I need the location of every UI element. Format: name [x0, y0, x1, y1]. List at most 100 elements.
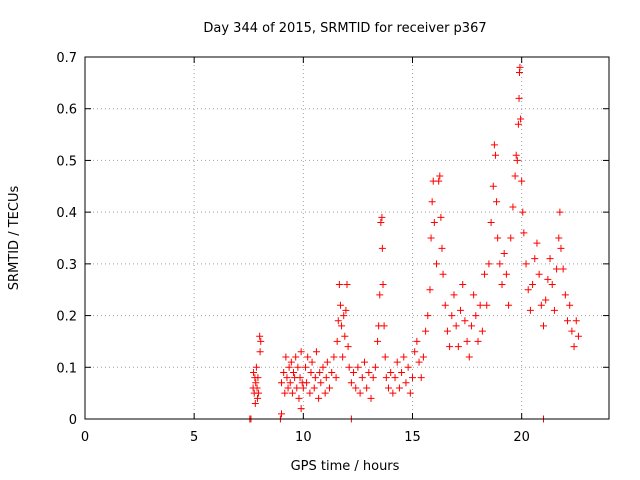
data-point [334, 317, 342, 325]
data-point [315, 394, 323, 402]
data-point [544, 275, 552, 283]
data-point [555, 234, 563, 242]
data-point [568, 327, 576, 335]
data-point [352, 384, 360, 392]
data-point [524, 286, 532, 294]
y-axis-title: SRMTID / TECUs [7, 186, 22, 291]
data-point [299, 384, 307, 392]
data-point [252, 363, 260, 371]
data-point [323, 358, 331, 366]
data-point [382, 374, 390, 382]
data-point [378, 213, 386, 221]
data-point [467, 322, 475, 330]
data-point [251, 399, 259, 407]
data-point [502, 270, 510, 278]
plot-frame [84, 56, 610, 420]
data-point [402, 379, 410, 387]
data-point [328, 368, 336, 376]
data-point [537, 301, 545, 309]
y-tick-label: 0.5 [56, 154, 77, 169]
data-point [507, 234, 515, 242]
data-point [483, 301, 491, 309]
data-point [487, 218, 495, 226]
data-point [476, 301, 484, 309]
data-point [363, 384, 371, 392]
data-point [448, 312, 456, 320]
data-point [340, 312, 348, 320]
data-point [339, 353, 347, 361]
data-point [515, 94, 523, 102]
y-tick-label: 0.7 [56, 51, 77, 66]
data-point [478, 327, 486, 335]
data-point [512, 151, 520, 159]
data-point [518, 177, 526, 185]
data-point [341, 332, 349, 340]
data-point [500, 250, 508, 258]
axis-ticks: 0 5 10 15 20 0 0.1 0.2 0.3 0.4 0.5 0.6 0.7 [56, 51, 609, 445]
data-point [413, 337, 421, 345]
data-point [253, 394, 261, 402]
data-point [457, 306, 465, 314]
y-tick-label: 0.2 [56, 310, 77, 325]
x-tick-label: 10 [295, 430, 312, 445]
data-point [493, 198, 501, 206]
data-point [556, 208, 564, 216]
data-point [282, 353, 290, 361]
data-point [513, 156, 521, 164]
data-point [398, 368, 406, 376]
data-point [290, 368, 298, 376]
data-point [310, 384, 318, 392]
data-point [311, 374, 319, 382]
data-point [443, 327, 451, 335]
data-point [529, 281, 537, 289]
data-point [365, 368, 373, 376]
data-point [505, 301, 513, 309]
chart-title: Day 344 of 2015, SRMTID for receiver p36… [203, 21, 486, 36]
data-point [564, 317, 572, 325]
y-tick-label: 0.3 [56, 258, 77, 273]
data-point [369, 374, 377, 382]
data-point [437, 213, 445, 221]
data-point [417, 374, 425, 382]
data-point [393, 358, 401, 366]
data-point [332, 374, 340, 382]
data-point [446, 343, 454, 351]
data-point [342, 306, 350, 314]
data-point [316, 368, 324, 376]
data-point [433, 260, 441, 268]
data-point [553, 265, 561, 273]
data-point [293, 384, 301, 392]
data-point [542, 296, 550, 304]
data-point [381, 353, 389, 361]
data-point [570, 343, 578, 351]
data-point [280, 368, 288, 376]
y-tick-label: 0.1 [56, 361, 77, 376]
data-point [526, 306, 534, 314]
data-point [281, 389, 289, 397]
data-point [438, 244, 446, 252]
data-point [252, 379, 260, 387]
data-point [436, 172, 444, 180]
data-point [302, 363, 310, 371]
data-point [257, 337, 265, 345]
data-point [317, 379, 325, 387]
data-point [330, 353, 338, 361]
data-point [380, 322, 388, 330]
grid [85, 57, 609, 419]
data-point [472, 312, 480, 320]
data-point [409, 374, 416, 382]
x-axis-title: GPS time / hours [291, 459, 400, 474]
data-point [439, 270, 447, 278]
data-point [498, 281, 506, 289]
data-point [338, 322, 346, 330]
data-point [371, 363, 379, 371]
data-point [286, 379, 294, 387]
data-point [336, 301, 344, 309]
data-point [489, 182, 497, 190]
data-point [284, 384, 292, 392]
data-point [411, 348, 419, 356]
data-point [481, 270, 489, 278]
data-point [461, 317, 469, 325]
data-point [522, 260, 530, 268]
